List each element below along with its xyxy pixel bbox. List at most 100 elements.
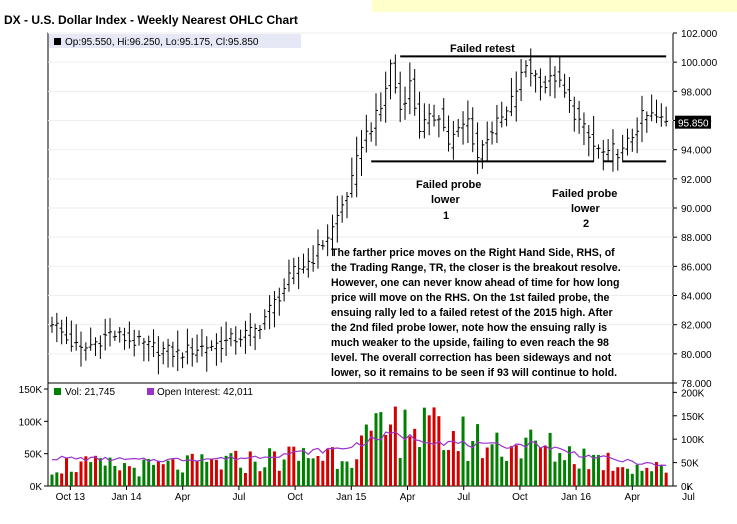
open-interest-path xyxy=(51,431,667,467)
price-bar xyxy=(224,321,229,357)
volume-bar xyxy=(456,451,460,486)
price-bar xyxy=(166,338,171,368)
price-bar xyxy=(272,290,277,328)
volume-bar xyxy=(152,464,156,486)
volume-bar xyxy=(601,470,605,486)
volume-bar xyxy=(272,451,276,486)
price-bar xyxy=(572,96,577,132)
volume-bar xyxy=(606,452,610,486)
price-bar xyxy=(180,352,185,369)
price-panel: Op:95.550, Hi:96.250, Lo:95.175, Cl:95.8… xyxy=(47,29,718,390)
price-bar xyxy=(451,120,456,160)
volume-bar xyxy=(563,460,567,486)
volume-bar xyxy=(330,447,334,486)
volume-bar xyxy=(577,468,581,486)
volume-bar xyxy=(224,455,228,486)
volume-bar xyxy=(645,467,649,486)
volume-bar xyxy=(413,428,417,486)
price-bar xyxy=(654,99,659,124)
price-bar xyxy=(228,327,233,347)
volume-bar xyxy=(447,449,451,486)
price-bar xyxy=(465,100,470,144)
price-bar xyxy=(214,333,219,366)
volume-bar xyxy=(185,455,189,486)
volume-bar xyxy=(277,470,281,486)
range-lines xyxy=(371,55,667,163)
price-bar xyxy=(422,103,427,139)
price-bar xyxy=(635,117,640,154)
x-tick-label: Apr xyxy=(175,492,191,503)
failed-retest-label: Failed retest xyxy=(450,43,515,55)
price-bar xyxy=(267,295,272,330)
price-bar xyxy=(112,330,117,341)
volume-bar xyxy=(374,413,378,486)
volume-bar xyxy=(553,461,557,486)
oi-tick-label: 100K xyxy=(681,435,705,446)
price-bar xyxy=(175,330,180,371)
volume-bar xyxy=(514,445,518,486)
volume-bar xyxy=(292,446,296,486)
price-bar xyxy=(146,335,151,362)
volume-bar xyxy=(538,447,542,486)
volume-bar xyxy=(243,472,247,486)
price-bar xyxy=(359,130,364,176)
price-bar xyxy=(209,340,214,351)
open-interest-line xyxy=(51,431,667,467)
price-tick-label: 80.000 xyxy=(681,350,712,361)
price-bar xyxy=(412,69,417,116)
volume-legend: Vol: 21,745 xyxy=(65,387,115,398)
x-tick-label: Jan 14 xyxy=(112,492,142,503)
volume-bar xyxy=(297,460,301,486)
volume-bar xyxy=(89,462,93,486)
volume-bar xyxy=(60,473,64,486)
x-tick-label: Jan 16 xyxy=(561,492,591,503)
volume-bar xyxy=(205,461,209,486)
oi-tick-label: 200K xyxy=(681,388,705,399)
price-bar xyxy=(243,320,248,354)
price-bar xyxy=(514,71,519,122)
price-bar xyxy=(649,94,654,122)
volume-bar xyxy=(408,436,412,486)
price-bar xyxy=(257,324,262,340)
price-bar xyxy=(253,323,258,351)
price-bar xyxy=(620,134,625,163)
price-bar xyxy=(475,122,480,174)
price-bar xyxy=(282,278,287,302)
volume-bar xyxy=(360,435,363,486)
volume-bar xyxy=(543,446,547,486)
price-bar xyxy=(388,59,393,100)
price-bar xyxy=(543,75,548,94)
price-bar xyxy=(403,86,408,120)
price-bar xyxy=(417,91,422,139)
volume-bar xyxy=(161,464,165,486)
x-tick-label: Apr xyxy=(400,492,416,503)
volume-bar xyxy=(113,465,117,486)
volume-bar xyxy=(442,450,446,486)
volume-bar xyxy=(558,452,562,486)
price-bar xyxy=(485,121,490,161)
volume-bar xyxy=(534,440,538,486)
price-bar xyxy=(54,312,59,343)
price-bar xyxy=(335,195,340,243)
price-bar xyxy=(315,229,320,269)
price-bar xyxy=(185,328,190,365)
volume-tick-label: 0K xyxy=(30,482,43,493)
volume-bar xyxy=(418,447,422,486)
volume-tick-label: 50K xyxy=(24,450,42,461)
commentary-line: level. The overall correction has been s… xyxy=(331,352,612,364)
failed-probe-1-line2: lower xyxy=(431,194,460,206)
commentary-line: The farther price moves on the Right Han… xyxy=(331,247,615,259)
volume-bar xyxy=(355,459,359,486)
volume-bar xyxy=(398,458,402,486)
volume-bar xyxy=(625,468,629,486)
price-bar xyxy=(601,139,606,171)
price-bar xyxy=(523,60,528,78)
price-tick-label: 86.000 xyxy=(681,262,712,273)
volume-bar xyxy=(127,466,131,486)
failed-probe-1-line3: 1 xyxy=(443,210,449,222)
volume-bar xyxy=(50,474,54,486)
price-bar xyxy=(262,309,267,330)
volume-bar xyxy=(509,446,513,486)
volume-bar xyxy=(500,456,504,486)
x-tick-label: Jan 15 xyxy=(336,492,366,503)
